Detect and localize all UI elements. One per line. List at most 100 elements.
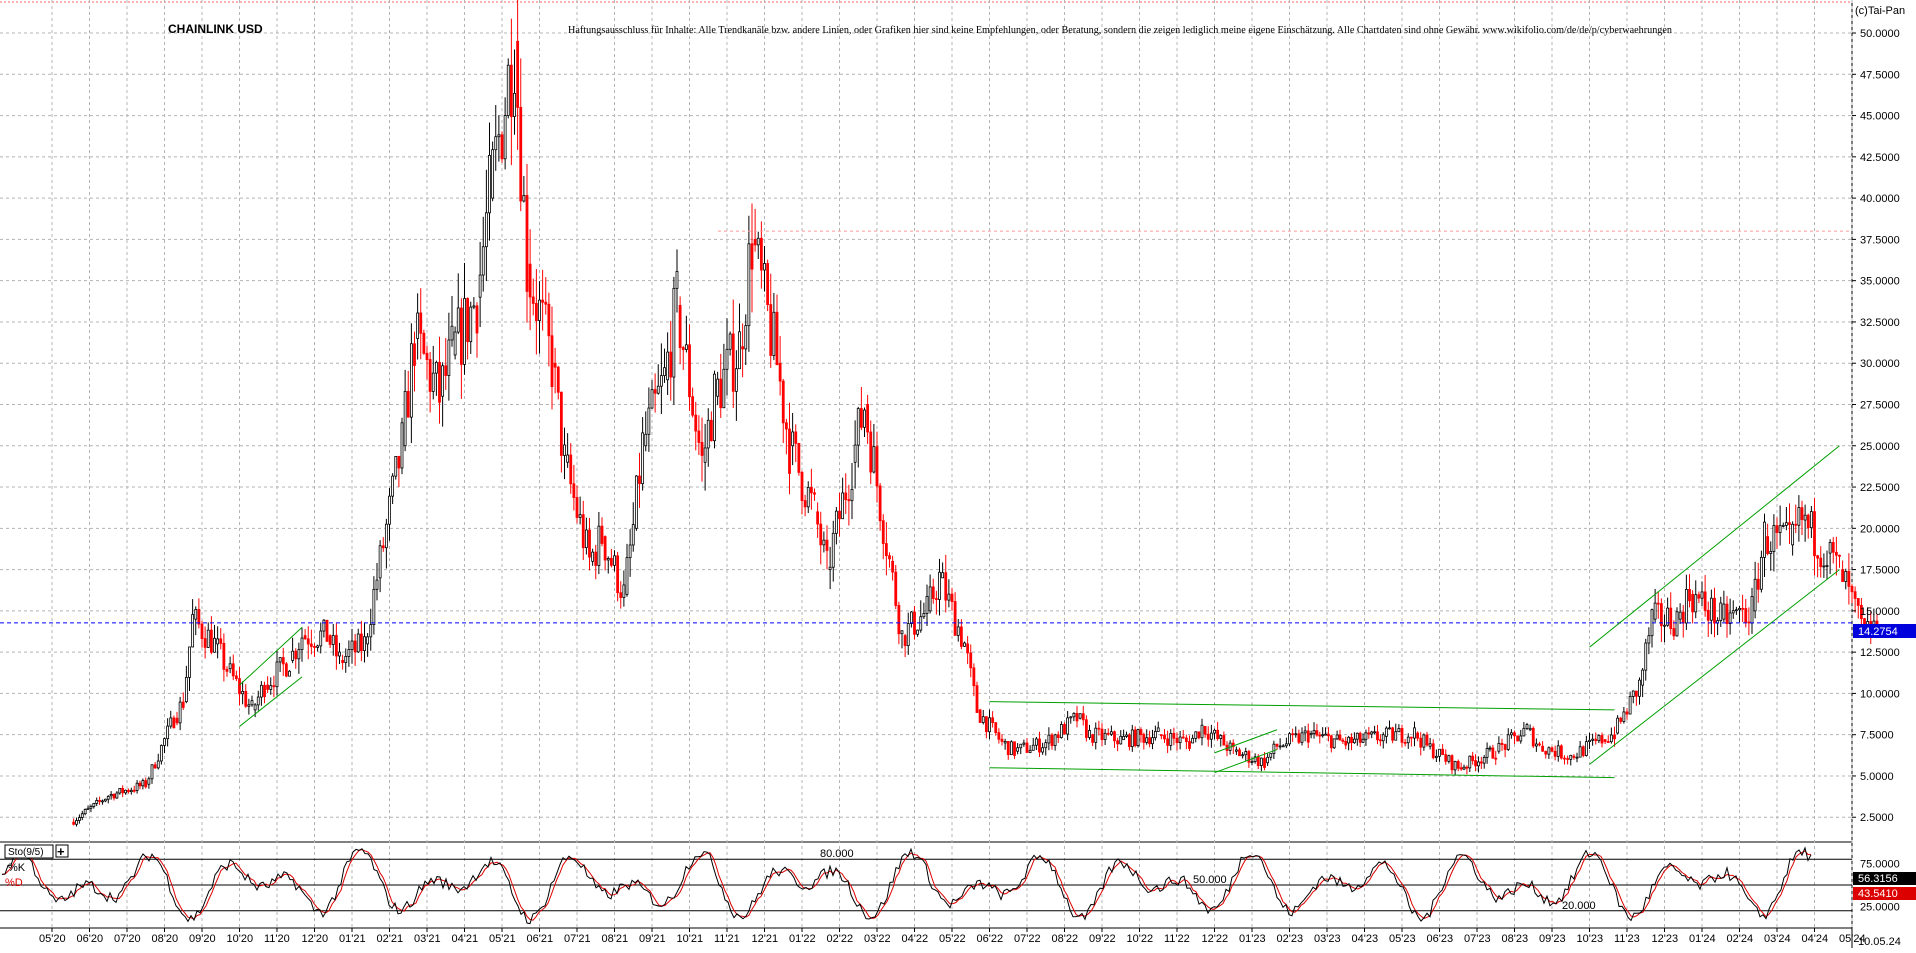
candle-body: [135, 782, 139, 791]
candle-body: [1491, 747, 1495, 759]
candle: [1781, 522, 1785, 528]
candle: [463, 262, 466, 375]
candle-body: [1431, 743, 1435, 759]
candle: [678, 296, 682, 365]
candle-body: [1361, 738, 1365, 743]
candle-body: [831, 532, 835, 568]
candle: [1066, 711, 1070, 741]
candle: [1318, 731, 1322, 744]
candle: [481, 216, 485, 292]
candle: [1644, 638, 1648, 681]
candle-body: [1318, 734, 1322, 737]
candle: [284, 662, 288, 678]
candle: [225, 666, 229, 677]
candle-body: [1781, 524, 1785, 527]
candle: [634, 475, 638, 531]
candle: [1169, 729, 1173, 751]
candle-body: [828, 566, 832, 570]
candle: [513, 49, 516, 135]
candle-body: [372, 588, 376, 625]
candle-body: [153, 764, 157, 769]
candle-body: [1525, 724, 1529, 729]
candle: [491, 141, 495, 202]
candle: [1659, 598, 1663, 642]
candle: [1000, 734, 1004, 746]
candle: [1666, 597, 1670, 627]
candle-body: [803, 500, 807, 508]
candle: [909, 611, 913, 628]
candle: [1477, 756, 1480, 773]
candle: [1684, 574, 1688, 630]
candle-body: [1191, 737, 1195, 744]
candle: [1534, 738, 1538, 752]
candle-body: [288, 670, 291, 677]
x-tick-label: 03'22: [864, 933, 891, 945]
candle: [1125, 731, 1128, 738]
candle: [1541, 741, 1545, 752]
candle-body: [1753, 578, 1757, 612]
candle: [1148, 730, 1151, 748]
candle: [1213, 728, 1216, 740]
candle-body: [497, 134, 501, 138]
candle-body: [859, 408, 863, 428]
candle-body: [1153, 731, 1157, 739]
current-price-label: 14.2754: [1858, 626, 1898, 638]
candle-body: [256, 696, 260, 706]
candle-body: [772, 311, 776, 356]
candle-body: [653, 389, 657, 394]
candle-body: [416, 312, 420, 339]
candle-body: [1145, 737, 1149, 743]
candle-body: [791, 431, 795, 447]
candle-body: [1406, 736, 1410, 744]
candle-body: [484, 212, 488, 248]
candle-body: [1722, 603, 1726, 620]
candle: [616, 551, 620, 602]
candle-body: [1200, 724, 1204, 739]
candle: [781, 378, 785, 444]
candle: [753, 208, 757, 252]
indicator-box[interactable]: [4, 844, 54, 859]
candle: [1016, 743, 1020, 755]
candle: [106, 795, 110, 804]
chart-title: CHAINLINK USD: [168, 22, 263, 36]
candle-body: [1169, 732, 1173, 746]
candle-body: [1450, 755, 1454, 771]
candle-body: [688, 344, 691, 398]
candle: [1465, 765, 1469, 775]
candle-body: [1734, 609, 1738, 612]
candle: [1800, 500, 1804, 536]
candle: [1488, 745, 1492, 752]
candle: [1769, 541, 1773, 571]
candle-body: [450, 325, 454, 341]
x-tick-label: 05'20: [39, 933, 66, 945]
candle-body: [919, 616, 923, 631]
candle-body: [1625, 711, 1629, 715]
candle: [641, 417, 645, 491]
candle: [1784, 506, 1788, 531]
candle: [378, 540, 382, 593]
candle-body: [425, 352, 429, 360]
candle: [1778, 505, 1782, 546]
candle-body: [1556, 745, 1560, 757]
candle-body: [1750, 596, 1754, 624]
candle: [1431, 739, 1435, 760]
indicator-expand-button[interactable]: [55, 844, 69, 858]
candle: [775, 294, 779, 366]
candle-body: [1300, 732, 1304, 743]
candle-body: [1666, 607, 1670, 626]
candle: [425, 345, 429, 380]
stoch-level-label: 80.000: [820, 848, 854, 860]
x-tick-label: 05'24: [1839, 933, 1866, 945]
candle: [1031, 737, 1035, 751]
trend-line-minor-2022-upper: [1214, 729, 1278, 754]
candle: [1813, 497, 1816, 576]
candle: [1203, 725, 1207, 738]
candle: [1153, 725, 1157, 741]
candle-body: [869, 431, 873, 473]
candle: [156, 753, 160, 770]
candle-body: [331, 635, 335, 645]
candle: [916, 629, 920, 637]
candle-body: [78, 817, 81, 821]
candle: [1834, 536, 1838, 576]
candle: [1259, 757, 1263, 772]
